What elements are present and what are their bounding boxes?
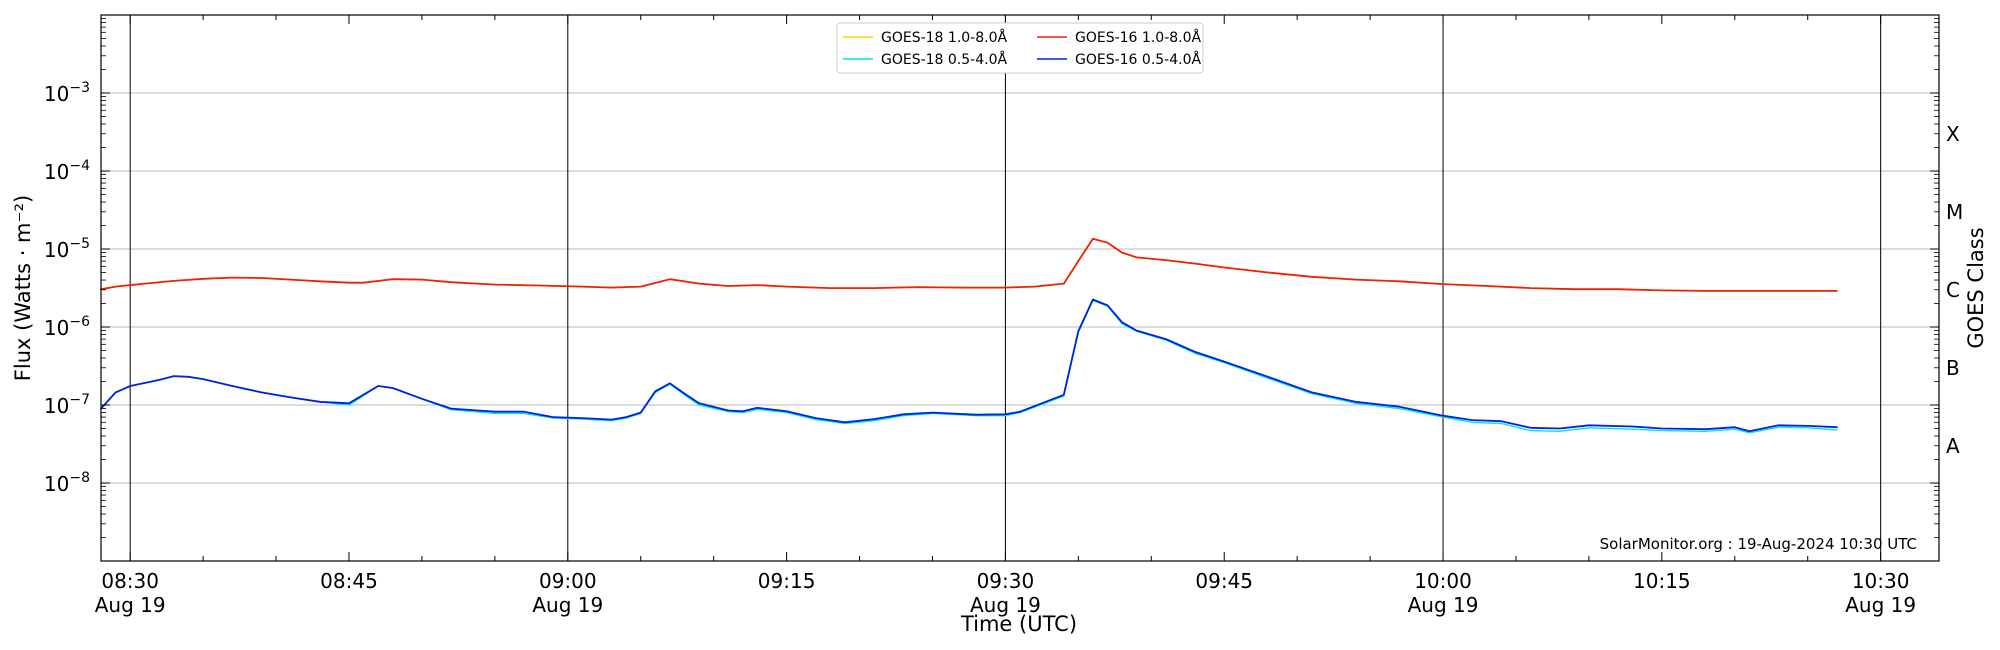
x-tick-label: 10:00 <box>1414 569 1472 593</box>
x-tick-label: 10:30 <box>1852 569 1910 593</box>
x-tick-label: 10:15 <box>1633 569 1691 593</box>
legend-box <box>836 22 1204 74</box>
series-line <box>100 298 1838 433</box>
goes-class-tick-label: M <box>1946 200 1963 224</box>
legend-label: GOES-18 1.0-8.0Å <box>881 29 1007 46</box>
y-tick-label: 10−3 <box>44 80 90 106</box>
y-axis-label: Flux (Watts · m⁻²) <box>11 195 35 381</box>
legend-label: GOES-16 1.0-8.0Å <box>1075 29 1201 46</box>
x-tick-date-label: Aug 19 <box>1408 593 1479 617</box>
legend-label: GOES-16 0.5-4.0Å <box>1075 51 1201 68</box>
y-axis: 10−8 10−7 10−6 10−5 10−4 10−3 <box>44 14 1939 562</box>
x-tick-label: 09:30 <box>977 569 1035 593</box>
x-tick-date-label: Aug 19 <box>95 593 166 617</box>
plot-frame <box>100 14 1940 562</box>
x-tick-label: 09:15 <box>758 569 816 593</box>
goes-class-tick-label: A <box>1946 434 1960 458</box>
legend-label: GOES-18 0.5-4.0Å <box>881 51 1007 68</box>
series-line <box>100 237 1838 292</box>
goes-class-axis: A B C M X <box>1946 122 1963 458</box>
y-tick-label: 10−5 <box>44 236 90 262</box>
x-tick-label: 08:45 <box>320 569 378 593</box>
x-tick-label: 09:00 <box>539 569 597 593</box>
goes-class-label: GOES Class <box>1964 227 1988 348</box>
x-tick-label: 08:30 <box>101 569 159 593</box>
goes-class-tick-label: X <box>1946 122 1960 146</box>
y-tick-label: 10−6 <box>44 314 90 340</box>
goes-class-tick-label: B <box>1946 356 1960 380</box>
x-tick-date-label: Aug 19 <box>970 593 1041 617</box>
y-tick-label: 10−7 <box>44 392 90 418</box>
y-tick-label: 10−4 <box>44 158 90 184</box>
x-tick-date-label: Aug 19 <box>1845 593 1916 617</box>
x-tick-date-label: Aug 19 <box>532 593 603 617</box>
x-axis-label: Time (UTC) <box>960 612 1077 636</box>
credit-text: SolarMonitor.org : 19-Aug-2024 10:30 UTC <box>1600 535 1917 553</box>
series-lines <box>100 237 1838 434</box>
y-tick-label: 10−8 <box>44 470 90 496</box>
x-tick-label: 09:45 <box>1195 569 1253 593</box>
series-line <box>100 299 1838 434</box>
grid-lines <box>101 92 1939 484</box>
vertical-time-markers <box>129 15 1882 561</box>
legend: GOES-18 1.0-8.0Å GOES-18 0.5-4.0Å GOES-16 … <box>836 22 1204 74</box>
goes-class-tick-label: C <box>1946 278 1960 302</box>
